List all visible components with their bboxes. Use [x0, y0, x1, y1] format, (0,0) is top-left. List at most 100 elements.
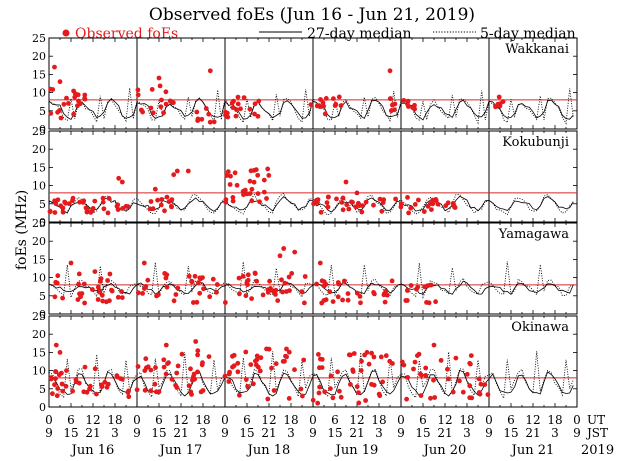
observed-point: [284, 289, 289, 294]
observed-point: [233, 113, 239, 119]
observed-point: [169, 204, 175, 210]
ut-tick-label: 18: [283, 413, 298, 427]
observed-point: [423, 365, 429, 371]
observed-point: [260, 292, 266, 298]
jst-tick-label: 3: [551, 426, 559, 440]
observed-point: [153, 389, 159, 395]
observed-point: [310, 397, 316, 403]
observed-point: [468, 353, 474, 358]
y-tick-label: 5: [39, 105, 46, 118]
observed-point: [371, 202, 376, 208]
observed-point: [125, 204, 131, 209]
ut-tick-label: 18: [371, 413, 386, 427]
y-tick-label: 0: [39, 216, 46, 229]
observed-point: [338, 103, 344, 108]
observed-point: [63, 383, 69, 389]
observed-point: [327, 289, 333, 295]
observed-point: [191, 371, 197, 377]
legend-observed-label: Observed foEs: [75, 26, 178, 42]
ut-tick-label: 0: [309, 413, 317, 427]
observed-point: [66, 101, 71, 106]
y-tick-label: 20: [32, 143, 46, 156]
y-tick-label: 25: [32, 310, 46, 323]
observed-point: [224, 110, 230, 116]
observed-point: [56, 372, 62, 378]
observed-point: [175, 363, 181, 369]
observed-point: [265, 166, 271, 172]
y-tick-label: 15: [32, 346, 46, 359]
jst-tick-label: 3: [199, 426, 207, 440]
ut-tick-label: 12: [261, 413, 276, 427]
observed-point: [350, 369, 356, 374]
observed-point: [114, 374, 120, 380]
observed-point: [372, 291, 377, 297]
observed-point: [223, 199, 229, 205]
observed-point: [158, 104, 164, 110]
ut-tick-label: 18: [107, 413, 122, 427]
ut-tick-label: 18: [547, 413, 562, 427]
observed-point: [340, 297, 345, 303]
jst-tick-label: 9: [573, 426, 581, 440]
observed-point: [87, 386, 92, 392]
observed-point: [195, 369, 200, 375]
observed-point: [175, 285, 181, 291]
ut-tick-label: 6: [419, 413, 427, 427]
observed-point: [468, 361, 473, 367]
observed-point: [50, 87, 56, 92]
observed-point: [299, 289, 305, 294]
jst-tick-label: 15: [239, 426, 254, 440]
jst-tick-label: 9: [45, 426, 53, 440]
observed-point: [231, 98, 236, 104]
observed-point: [432, 395, 438, 400]
observed-point: [318, 97, 323, 102]
observed-point: [393, 196, 398, 202]
observed-point: [255, 191, 261, 197]
observed-point: [408, 283, 414, 288]
observed-point: [185, 168, 191, 174]
observed-point: [356, 390, 361, 395]
observed-point: [485, 392, 491, 397]
year-label: 2019: [581, 443, 614, 457]
observed-point: [316, 352, 321, 357]
ut-tick-label: 6: [155, 413, 163, 427]
observed-point: [125, 390, 131, 395]
observed-point: [335, 369, 340, 375]
observed-point: [302, 274, 308, 279]
observed-point: [119, 295, 125, 300]
observed-point: [236, 275, 242, 281]
observed-point: [53, 342, 59, 348]
observed-point: [230, 105, 236, 110]
observed-point: [336, 94, 342, 100]
observed-point: [292, 367, 297, 373]
observed-point: [380, 200, 386, 206]
observed-point: [179, 351, 185, 357]
observed-point: [115, 207, 121, 213]
observed-point: [467, 383, 473, 389]
observed-point: [109, 287, 114, 293]
observed-point: [249, 296, 255, 301]
ut-tick-label: 12: [173, 413, 188, 427]
observed-point: [429, 207, 434, 213]
observed-point: [70, 388, 75, 394]
observed-point: [247, 106, 253, 112]
jst-tick-label: 15: [151, 426, 166, 440]
observed-point: [230, 198, 236, 204]
observed-point: [404, 396, 409, 402]
jst-tick-label: 9: [133, 426, 141, 440]
observed-point: [398, 201, 404, 207]
y-tick-label: 15: [32, 68, 46, 81]
observed-point: [203, 106, 209, 111]
jst-tick-label: 15: [327, 426, 342, 440]
observed-point: [433, 299, 438, 305]
ut-tick-label: 6: [67, 413, 75, 427]
observed-point: [453, 355, 459, 361]
panel-okinawa: 0 5 10 15 20 25 Okinawa: [32, 310, 578, 414]
observed-point: [66, 201, 72, 207]
observed-point: [496, 94, 502, 100]
observed-point: [325, 204, 331, 210]
observed-point: [428, 282, 434, 288]
observed-point: [412, 102, 417, 108]
observed-point: [280, 359, 286, 364]
day-label: Jun 17: [158, 443, 203, 457]
observed-point: [195, 116, 201, 122]
